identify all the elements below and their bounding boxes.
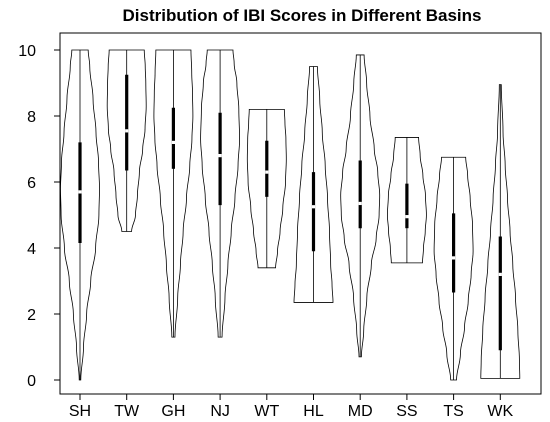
violin-wk — [480, 84, 521, 379]
violin-tw — [106, 49, 147, 232]
x-tick-label: TS — [443, 403, 463, 420]
x-tick-label: MD — [348, 403, 373, 420]
x-tick-label: HL — [303, 403, 324, 420]
violin-hl — [293, 66, 334, 303]
x-tick-label: WK — [487, 403, 513, 420]
violins — [60, 49, 521, 381]
y-tick-label: 0 — [27, 373, 36, 390]
y-tick-label: 4 — [27, 241, 36, 258]
y-tick-label: 6 — [27, 175, 36, 192]
x-tick-label: SS — [396, 403, 417, 420]
chart-title: Distribution of IBI Scores in Different … — [123, 6, 482, 25]
violin-md — [340, 54, 381, 358]
violin-ss — [386, 137, 427, 264]
violin-gh — [153, 49, 194, 338]
x-tick-label: WT — [254, 403, 279, 420]
x-axis: SH TW GH NJ WT HL MD SS TS WK — [69, 394, 514, 420]
y-axis: 0 2 4 6 8 10 — [18, 43, 60, 390]
x-tick-label: SH — [69, 403, 91, 420]
y-tick-label: 10 — [18, 43, 36, 60]
y-tick-label: 2 — [27, 307, 36, 324]
plot-frame — [59, 32, 542, 395]
violin-ts — [433, 156, 474, 381]
violin-wt — [246, 109, 287, 269]
violin-sh — [60, 49, 100, 381]
x-tick-label: TW — [114, 403, 140, 420]
y-tick-label: 8 — [27, 109, 36, 126]
x-tick-label: GH — [161, 403, 185, 420]
violin-nj — [200, 49, 241, 338]
x-tick-label: NJ — [210, 403, 230, 420]
